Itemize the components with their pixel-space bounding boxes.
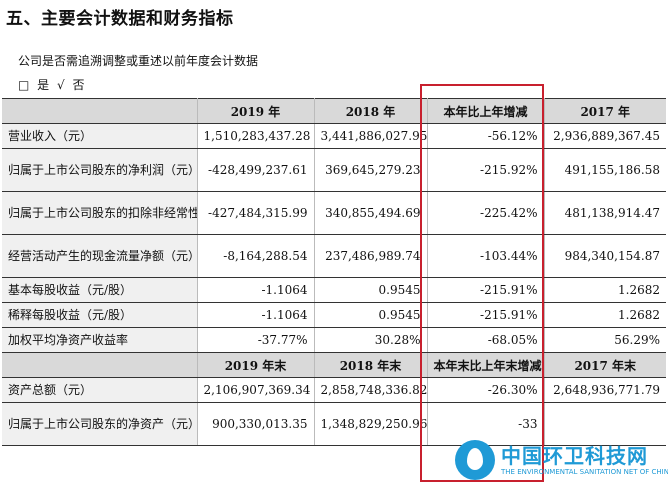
value-2019: 1,510,283,437.28 (196, 123, 315, 149)
value-2017: 481,138,914.47 (543, 191, 666, 235)
table-row: 经营活动产生的现金流量净额（元） -8,164,288.54 237,486,989… (2, 234, 666, 278)
column-header: 本年末比上年末增减 (426, 352, 545, 378)
value-2018: 340,855,494.69 (313, 191, 428, 235)
value-2019: -1.1064 (196, 302, 315, 328)
table-row: 归属于上市公司股东的扣除非经常性损益的净利润（元）-427,484,315.99… (2, 191, 666, 235)
value-change: -56.12% (426, 123, 545, 149)
watermark-subtitle: THE ENVIRONMENTAL SANITATION NET OF CHIN… (501, 468, 668, 476)
table-row: 稀释每股收益（元/股） -1.1064 0.9545 -215.91% 1.2682 (2, 302, 666, 328)
row-label: 营业收入（元） (2, 123, 198, 149)
value-2017: 491,155,186.58 (543, 148, 666, 192)
row-label: 稀释每股收益（元/股） (2, 302, 198, 328)
column-header (2, 352, 198, 378)
value-2019: -8,164,288.54 (196, 234, 315, 278)
value-change: -26.30% (426, 377, 545, 403)
value-2018: 0.9545 (313, 277, 428, 303)
value-change: -68.05% (426, 327, 545, 353)
value-change: -215.92% (426, 148, 545, 192)
value-change: -103.44% (426, 234, 545, 278)
financial-table: 2019 年 2018 年本年比上年增减 2017 年营业收入（元） 1,510,28… (2, 98, 666, 446)
value-2018: 2,858,748,336.82 (313, 377, 428, 403)
column-header: 2017 年末 (543, 352, 666, 378)
value-2017: 1.2682 (543, 277, 666, 303)
watermark-title: 中国环卫科技网 (501, 444, 648, 468)
column-header: 2018 年 (313, 98, 428, 124)
column-header: 2019 年末 (196, 352, 315, 378)
row-label: 归属于上市公司股东的净资产（元） (2, 402, 198, 446)
financial-table-body: 2019 年 2018 年本年比上年增减 2017 年营业收入（元） 1,510,28… (2, 98, 666, 446)
value-2019: -427,484,315.99 (196, 191, 315, 235)
value-2017: 56.29% (543, 327, 666, 353)
value-2019: -37.77% (196, 327, 315, 353)
restatement-question: 公司是否需追溯调整或重述以前年度会计数据 (18, 54, 259, 68)
value-2018: 3,441,886,027.95 (313, 123, 428, 149)
value-2017 (543, 402, 666, 446)
value-2018: 237,486,989.74 (313, 234, 428, 278)
row-label: 资产总额（元） (2, 377, 198, 403)
checkbox-icon: □ (18, 78, 30, 92)
section-title: 五、主要会计数据和财务指标 (6, 9, 234, 29)
watermark: 中国环卫科技网 THE ENVIRONMENTAL SANITATION NET… (455, 440, 668, 484)
row-label: 归属于上市公司股东的净利润（元） (2, 148, 198, 192)
value-change: -215.91% (426, 302, 545, 328)
table-row: 营业收入（元） 1,510,283,437.28 3,441,886,027.95-… (2, 123, 666, 149)
restatement-answer: □ 是 √ 否 (18, 76, 89, 93)
table-row: 归属于上市公司股东的净资产（元） 900,330,013.35 1,348,829,… (2, 402, 666, 446)
table-row: 资产总额（元） 2,106,907,369.34 2,858,748,336.82-… (2, 377, 666, 403)
row-label: 加权平均净资产收益率 (2, 327, 198, 353)
value-2017: 2,936,889,367.45 (543, 123, 666, 149)
column-header: 2019 年 (196, 98, 315, 124)
table-row: 归属于上市公司股东的净利润（元） -428,499,237.61 369,645,2… (2, 148, 666, 192)
table-row: 加权平均净资产收益率 -37.77% 30.28% -68.05% 56.29% (2, 327, 666, 353)
value-change: -225.42% (426, 191, 545, 235)
value-2018: 1,348,829,250.96 (313, 402, 428, 446)
column-header: 2018 年末 (313, 352, 428, 378)
value-2017: 2,648,936,771.79 (543, 377, 666, 403)
column-header: 2017 年 (543, 98, 666, 124)
column-header (2, 98, 198, 124)
answer-no: 否 (72, 78, 85, 92)
value-change: -215.91% (426, 277, 545, 303)
row-label: 经营活动产生的现金流量净额（元） (2, 234, 198, 278)
check-icon: √ (57, 78, 65, 92)
row-label: 基本每股收益（元/股） (2, 277, 198, 303)
table-header-row: 2019 年末 2018 年末 本年末比上年末增减 2017 年末 (2, 352, 666, 378)
value-2019: -1.1064 (196, 277, 315, 303)
column-header: 本年比上年增减 (426, 98, 545, 124)
watermark-logo-icon (455, 440, 495, 480)
value-2019: 900,330,013.35 (196, 402, 315, 446)
value-change: -33 (426, 402, 545, 446)
value-2017: 1.2682 (543, 302, 666, 328)
table-row: 基本每股收益（元/股） -1.1064 0.9545 -215.91% 1.2682 (2, 277, 666, 303)
value-2018: 369,645,279.23 (313, 148, 428, 192)
value-2019: -428,499,237.61 (196, 148, 315, 192)
table-header-row: 2019 年 2018 年本年比上年增减 2017 年 (2, 98, 666, 124)
value-2018: 0.9545 (313, 302, 428, 328)
value-2019: 2,106,907,369.34 (196, 377, 315, 403)
value-2018: 30.28% (313, 327, 428, 353)
value-2017: 984,340,154.87 (543, 234, 666, 278)
answer-yes: 是 (37, 78, 50, 92)
row-label: 归属于上市公司股东的扣除非经常性损益的净利润（元） (2, 191, 198, 235)
